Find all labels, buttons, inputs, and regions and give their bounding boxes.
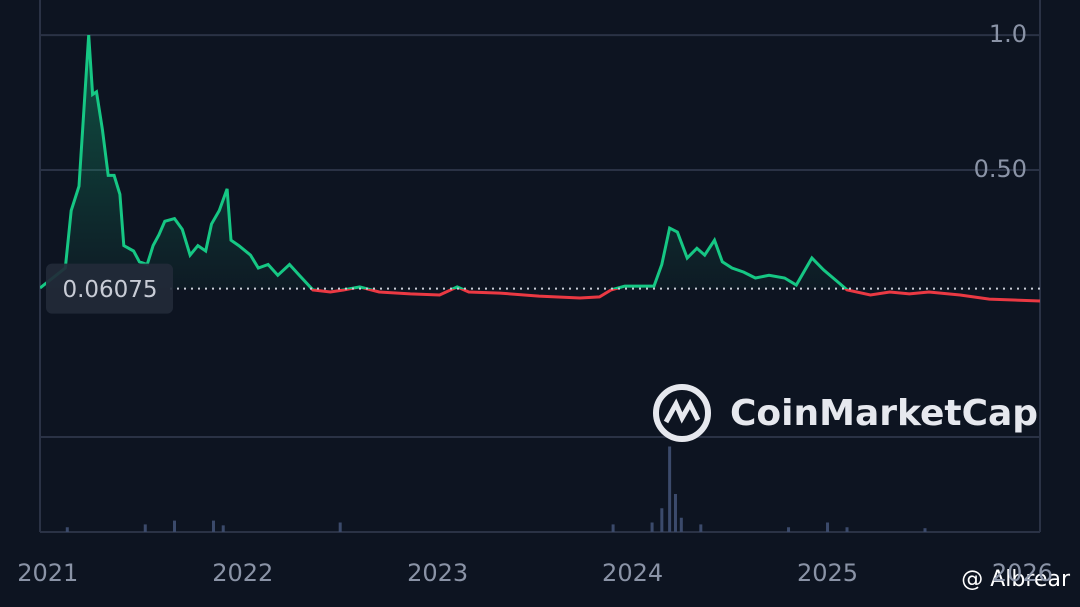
watermark-text: CoinMarketCap [730,393,1038,434]
volume-bar [143,524,147,532]
volume-bar [650,522,654,532]
volume-bar [679,517,683,532]
credit: @ Albrear [961,567,1071,592]
price-line-up [40,35,850,289]
price-area [40,35,1040,289]
volume-bar [787,527,791,532]
x-tick-label: 2024 [602,559,663,587]
x-tick-label: 2023 [407,559,468,587]
volume-bar [660,508,664,532]
volume-bar [338,522,342,532]
volume-bar [699,524,703,532]
volume-bar [923,528,927,532]
watermark: CoinMarketCap [653,384,1038,442]
x-tick-label: 2021 [17,559,78,587]
x-tick-label: 2022 [212,559,273,587]
volume-bar [221,525,225,532]
reference-label: 0.06075 [62,277,157,303]
reference-box [46,263,173,314]
y-tick-label: 0.50 [974,155,1027,183]
volume-bar [668,446,672,532]
volume-bar [826,522,830,532]
volume-bar [65,527,69,532]
volume-bar [211,520,215,532]
y-tick-label: 1.0 [989,20,1027,48]
volume-bar [673,494,677,532]
volume-bar [611,524,615,532]
volume-bar [173,520,177,532]
x-tick-label: 2025 [797,559,858,587]
volume-bar [845,527,849,532]
frame [39,0,1041,533]
x-tick-label: 2026 [992,559,1053,587]
